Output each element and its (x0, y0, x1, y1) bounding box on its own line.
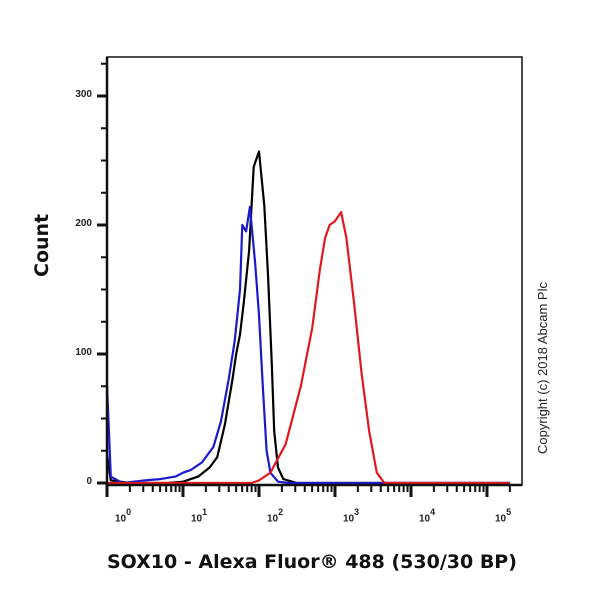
y-tick-label: 200 (75, 218, 92, 229)
x-axis-ticks (105, 485, 511, 497)
x-tick-label: 102 (267, 507, 284, 525)
y-tick-label: 100 (75, 347, 92, 358)
x-axis-label: SOX10 - Alexa Fluor® 488 (530/30 BP) (107, 551, 517, 573)
y-tick-label: 300 (75, 89, 92, 100)
x-tick-label: 104 (419, 507, 436, 525)
plot-frame (106, 56, 523, 486)
x-tick-label: 101 (191, 507, 208, 525)
copyright-notice: Copyright (c) 2018 Abcam Plc (535, 282, 550, 454)
histogram-series (105, 150, 510, 485)
y-tick-label: 0 (86, 476, 92, 487)
y-axis-ticks (97, 62, 107, 485)
x-tick-label: 103 (343, 507, 360, 525)
red-histogram-curve (107, 211, 510, 485)
y-axis-label: Count (31, 213, 53, 277)
x-tick-label: 100 (115, 507, 132, 525)
blue-histogram-curve (105, 205, 510, 485)
x-tick-label: 105 (495, 507, 512, 525)
